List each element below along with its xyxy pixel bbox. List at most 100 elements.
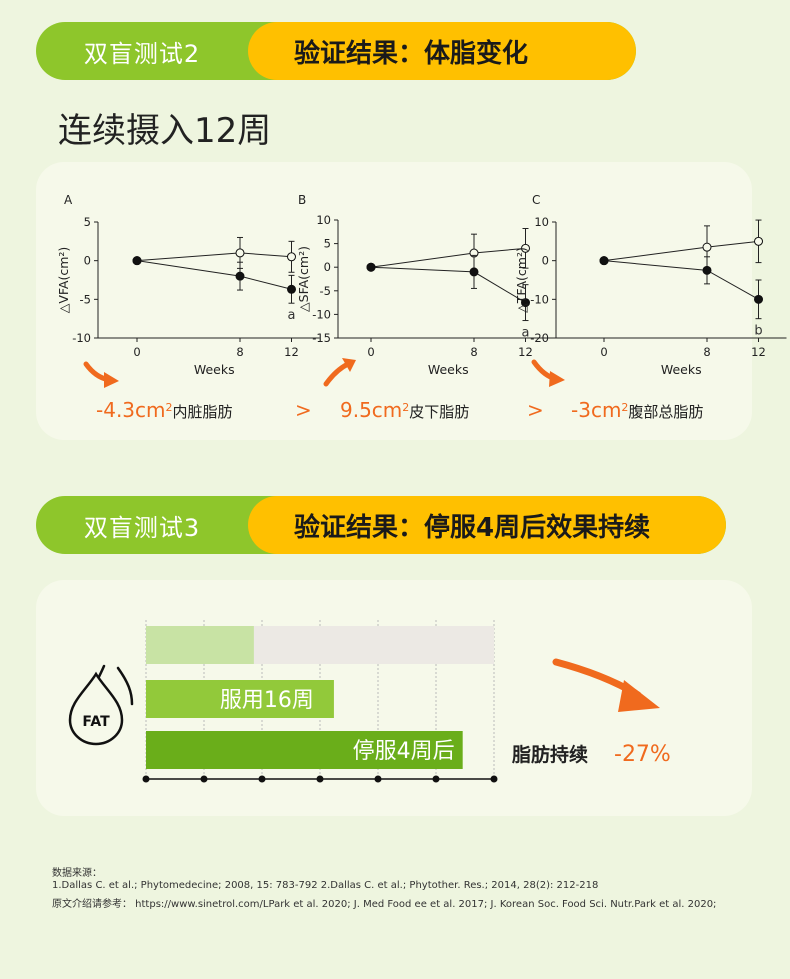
x-tick-label: 0	[133, 345, 140, 359]
point-filled	[702, 265, 712, 275]
arrow-head	[104, 372, 119, 388]
bar-label: 停服4周后	[353, 739, 455, 764]
point-filled	[599, 256, 609, 266]
series-line	[370, 247, 526, 268]
x-axis-label: Weeks	[428, 362, 469, 377]
x-tick-label: 8	[703, 345, 710, 359]
significance-annotation: b	[754, 324, 762, 339]
test-label: 双盲测试2	[83, 39, 201, 68]
result-sup: 2	[165, 401, 173, 414]
y-tick-label: -10	[72, 331, 91, 345]
sources-line-1: 1.Dallas C. et al.; Phytomedecine; 2008,…	[52, 880, 599, 891]
chart-panel-c: C 10 0 -10 -20 0 8 12 Weeks △TFA(cm²) b	[514, 193, 787, 377]
x-axis-label: Weeks	[661, 362, 702, 377]
sources-line-2: 原文介绍请参考： https://www.sinetrol.com/LPark …	[52, 899, 717, 910]
x-tick-label: 0	[600, 345, 607, 359]
y-tick-label: 5	[84, 215, 91, 229]
y-axis-label: △VFA(cm²)	[56, 247, 71, 314]
result-value: 9.5cm	[340, 398, 403, 422]
bar-label: 服用16周	[220, 688, 314, 713]
point-filled	[469, 267, 479, 277]
result-value: -4.3cm	[96, 398, 166, 422]
result-label: 脂肪持续	[512, 743, 588, 766]
result-vfa: -4.3cm2内脏脂肪	[96, 398, 233, 422]
x-tick-label: 0	[367, 345, 374, 359]
series-line	[370, 266, 526, 304]
y-tick-label: 0	[84, 254, 91, 268]
y-tick-label: 10	[316, 213, 331, 227]
arrow-head	[342, 358, 356, 372]
arrow-icon	[531, 359, 565, 387]
point-open	[754, 236, 763, 246]
x-tick-label: 8	[236, 345, 243, 359]
point-filled	[521, 298, 530, 308]
drop-back	[116, 666, 134, 706]
bar-baseline	[146, 626, 254, 664]
point-open	[521, 243, 530, 253]
chart-panel-b: B 10 5 0 -5 -10 -15 0 8 12 Weeks △SFA(cm²) a	[296, 193, 554, 377]
result-value: -27%	[614, 742, 671, 767]
x-tick-label: 8	[470, 345, 477, 359]
point-open	[702, 242, 712, 252]
axis-dot	[432, 775, 440, 783]
result-title: 验证结果：体脂变化	[248, 22, 636, 80]
x-tick-label: 12	[284, 345, 299, 359]
y-tick-label: 10	[534, 215, 549, 229]
result-sup: 2	[621, 401, 629, 414]
y-tick-label: -10	[312, 307, 331, 321]
panel-label: C	[532, 193, 540, 207]
series-line	[136, 260, 292, 290]
result-tfa: -3cm2腹部总脂肪	[571, 398, 703, 422]
result-label: 腹部总脂肪	[628, 403, 704, 421]
result-title: 验证结果：停服4周后效果持续	[248, 496, 726, 554]
bar-16-weeks	[146, 680, 334, 718]
point-filled	[366, 262, 376, 272]
y-axis-label: △TFA(cm²)	[514, 247, 529, 313]
axis-dot	[490, 775, 498, 783]
y-tick-label: -5	[80, 292, 91, 306]
x-axis-label: Weeks	[194, 362, 235, 377]
gt-symbol: >	[295, 398, 312, 422]
arrow-icon	[83, 361, 119, 388]
fat-drop-icon: FAT	[68, 664, 134, 746]
x-tick-label: 12	[518, 345, 533, 359]
series-line	[603, 240, 759, 262]
arrow-head	[549, 371, 565, 387]
y-tick-label: 5	[324, 237, 331, 251]
arrow-icon	[323, 358, 356, 387]
axis-dot	[200, 775, 208, 783]
result-value: -3cm	[571, 398, 622, 422]
series-line	[136, 252, 292, 262]
subtitle: 连续摄入12周	[58, 111, 272, 151]
result-sup: 2	[402, 401, 410, 414]
gt-symbol: >	[527, 398, 544, 422]
arrow-shaft	[323, 361, 351, 387]
panel-label: A	[64, 193, 73, 207]
axis-dot	[258, 775, 266, 783]
point-open	[287, 252, 296, 262]
axis-dot	[374, 775, 382, 783]
y-axis-label: △SFA(cm²)	[296, 246, 311, 312]
result-label: 内脏脂肪	[172, 403, 233, 421]
point-filled	[235, 271, 245, 281]
series-line	[603, 260, 759, 300]
significance-annotation: a	[288, 308, 296, 323]
y-tick-label: 0	[324, 260, 331, 274]
point-filled	[132, 256, 142, 266]
point-filled	[754, 294, 763, 304]
panel-label: B	[298, 193, 306, 207]
significance-annotation: a	[522, 326, 530, 341]
section-header-pill-2: 双盲测试3 验证结果：停服4周后效果持续	[36, 496, 726, 554]
arrow-head	[618, 680, 660, 712]
line-charts: A50-5-100 8 12Weeks△VFA(cm²)aB1050-5-10-15…	[56, 193, 787, 388]
chart-panel-a: A5 0 -5 -10 0 8 12 Weeks △VFA(cm²) a	[56, 193, 320, 377]
y-tick-label: -5	[320, 284, 331, 298]
section-header-pill-1: 双盲测试2 验证结果：体脂变化	[36, 22, 636, 80]
point-filled	[287, 284, 296, 294]
y-tick-label: -15	[312, 331, 331, 345]
bar-after-stop	[146, 731, 463, 769]
result-label: 皮下脂肪	[409, 403, 470, 421]
axis-dot	[142, 775, 150, 783]
y-tick-label: -10	[530, 292, 549, 306]
